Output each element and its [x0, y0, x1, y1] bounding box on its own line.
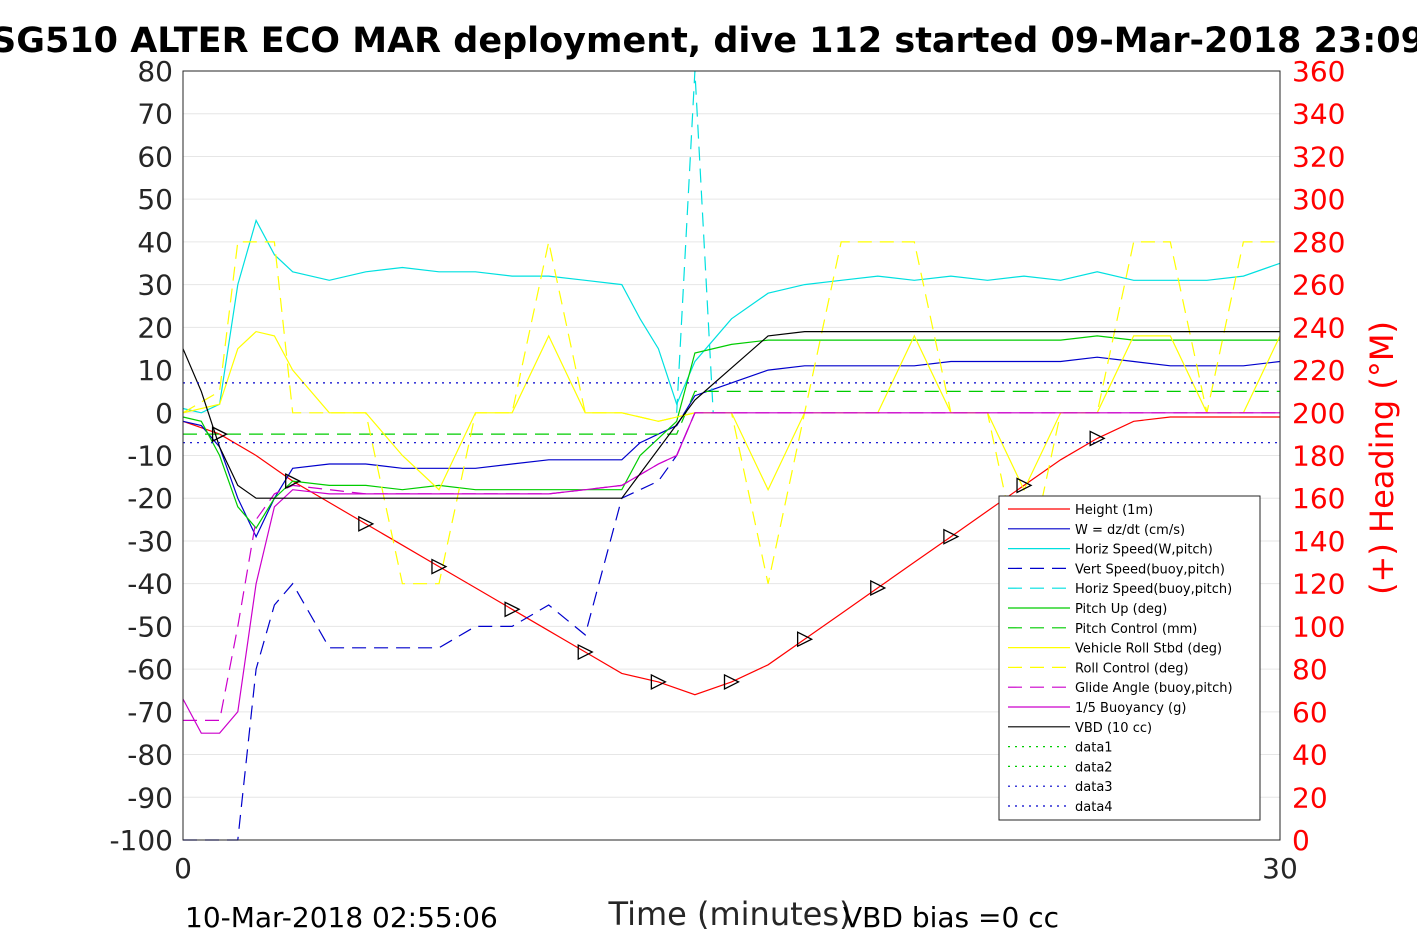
y-tick-label: -80 [127, 739, 173, 772]
y-tick-label: -30 [127, 525, 173, 558]
profile-marker [504, 601, 521, 618]
y-tick-label: 20 [137, 311, 173, 344]
y-tick-label: 70 [137, 98, 173, 131]
legend-label: Horiz Speed(buoy,pitch) [1075, 582, 1232, 597]
right-y-tick-label: 100 [1292, 610, 1345, 643]
right-y-tick-label: 300 [1292, 183, 1345, 216]
marker-layer [211, 426, 1106, 690]
series-line-pitch-control-mm [183, 390, 1280, 435]
legend-label: Horiz Speed(W,pitch) [1075, 543, 1213, 558]
y-tick-label: -100 [109, 824, 173, 857]
series-line-1-5-buoyancy-g [182, 412, 1280, 734]
profile-marker [431, 558, 448, 575]
legend-label: Height (1m) [1075, 503, 1153, 518]
profile-marker [870, 579, 887, 596]
right-y-tick-label: 0 [1292, 824, 1310, 857]
x-ticks: 0 30 [174, 852, 1298, 885]
right-y-tick-label: 60 [1292, 696, 1328, 729]
x-axis-label: Time (minutes) [608, 895, 852, 933]
legend-label: 1/5 Buoyancy (g) [1075, 701, 1186, 716]
series-line-vbd-10-cc [182, 331, 1280, 499]
series-line-vert-speed-buoy-pitch [183, 412, 696, 841]
right-y-tick-label: 140 [1292, 525, 1345, 558]
series-line-horiz-speed-w-pitch [182, 218, 1281, 414]
legend-label: data2 [1075, 760, 1113, 775]
y-tick-label: 0 [155, 397, 173, 430]
footer-datetime: 10-Mar-2018 02:55:06 [185, 901, 498, 934]
y-tick-label: -10 [127, 440, 173, 473]
profile-marker [650, 673, 667, 690]
plot-frame [182, 70, 1281, 841]
legend-label: data3 [1075, 780, 1113, 795]
profile-marker [1089, 430, 1106, 447]
legend-label: Glide Angle (buoy,pitch) [1075, 681, 1233, 696]
right-y-tick-label: 80 [1292, 653, 1328, 686]
right-y-tick-label: 40 [1292, 739, 1328, 772]
series-line-pitch-up-deg [182, 335, 1280, 530]
profile-marker [577, 643, 594, 661]
legend-label: Pitch Control (mm) [1075, 622, 1197, 637]
right-y-tick-label: 360 [1292, 55, 1345, 88]
legend-label: Vehicle Roll Stbd (deg) [1075, 642, 1222, 657]
footer-vbd-bias: VBD bias =0 cc [843, 901, 1059, 934]
legend-label: Vert Speed(buoy,pitch) [1075, 562, 1225, 577]
legend-box [998, 495, 1261, 821]
y-tick-label: 60 [137, 140, 173, 173]
right-y-tick-label: 320 [1292, 140, 1345, 173]
series-layer [182, 70, 1281, 841]
y-tick-label: -20 [127, 482, 173, 515]
right-y-tick-label: 240 [1292, 311, 1345, 344]
legend-label: W = dz/dt (cm/s) [1075, 523, 1185, 538]
series-line-height-1m [182, 416, 1280, 696]
y-tick-label: 30 [137, 269, 173, 302]
right-y-tick-label: 160 [1292, 482, 1345, 515]
profile-marker [796, 631, 814, 648]
legend-label: data1 [1075, 741, 1113, 756]
legend-label: Roll Control (deg) [1075, 661, 1189, 676]
right-y-tick-label: 200 [1292, 397, 1345, 430]
profile-marker [211, 426, 229, 443]
y-tick-label: 40 [137, 226, 173, 259]
legend-label: Pitch Up (deg) [1075, 602, 1167, 617]
profile-marker [1016, 477, 1033, 494]
profile-marker [943, 528, 960, 545]
y-tick-label: -40 [127, 568, 173, 601]
right-y-ticks: 3603403203002802602402202001801601401201… [1292, 55, 1345, 857]
x-tick-label: 30 [1262, 852, 1298, 885]
y-tick-label: -60 [127, 653, 173, 686]
legend-label: data4 [1075, 800, 1113, 815]
right-y-axis-label: (+) Heading (°M) [1363, 321, 1401, 595]
right-y-tick-label: 260 [1292, 269, 1345, 302]
profile-marker [285, 473, 302, 490]
y-tick-label: 10 [137, 354, 173, 387]
right-y-tick-label: 20 [1292, 781, 1328, 814]
y-tick-label: -50 [127, 610, 173, 643]
legend: Height (1m) W = dz/dt (cm/s) Horiz Speed(W… [998, 495, 1261, 821]
right-y-tick-label: 120 [1292, 568, 1345, 601]
right-y-tick-label: 280 [1292, 226, 1345, 259]
right-y-tick-label: 220 [1292, 354, 1345, 387]
y-tick-label: -70 [127, 696, 173, 729]
left-y-ticks: 80 70 60 50 40 30 20 10 0 -10 -20 -30 -40 -50 -60 -70 -8… [109, 55, 173, 857]
legend-label: VBD (10 cc) [1075, 721, 1152, 736]
profile-marker [723, 673, 740, 690]
x-tick-label: 0 [174, 852, 192, 885]
right-y-tick-label: 340 [1292, 98, 1345, 131]
y-tick-label: -90 [127, 781, 173, 814]
y-tick-label: 80 [137, 55, 173, 88]
profile-marker [358, 515, 375, 532]
y-tick-label: 50 [137, 183, 173, 216]
right-y-tick-label: 180 [1292, 440, 1345, 473]
chart-title: SG510 ALTER ECO MAR deployment, dive 112… [0, 21, 1417, 61]
